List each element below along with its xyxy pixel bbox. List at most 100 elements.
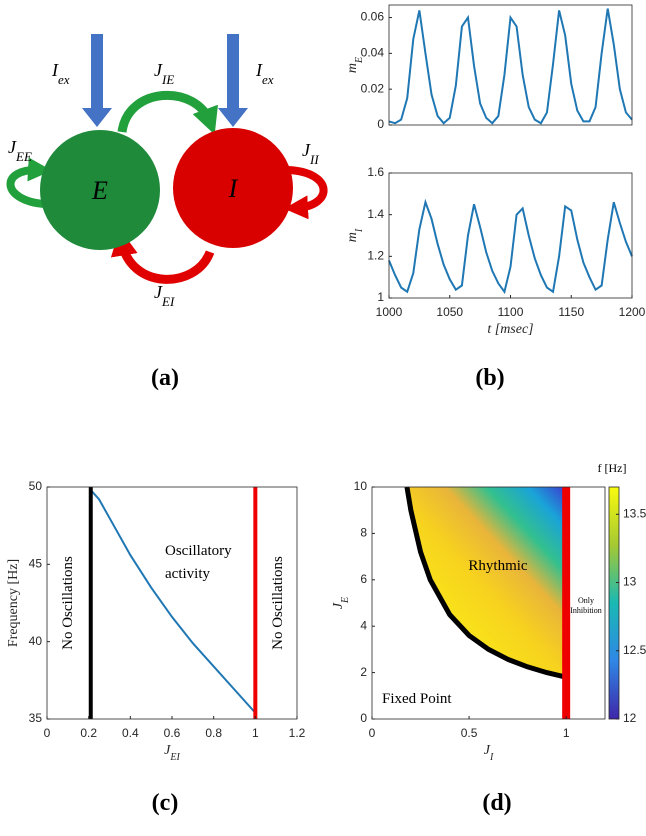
bifurcation-curve [404, 486, 567, 680]
y-axis-label-sub: I [354, 228, 365, 233]
x-tick-label: 0 [44, 726, 51, 740]
annotation: Only [578, 596, 594, 605]
y-axis-label-sub: E [354, 57, 365, 64]
edge-label: JEE [8, 137, 32, 164]
y-tick-label: 1.4 [367, 207, 384, 221]
x-tick-label: 0.6 [164, 726, 181, 740]
plot-area [389, 173, 632, 298]
x-tick-label: 0.2 [80, 726, 97, 740]
input-label-sub: ex [58, 72, 70, 87]
annotation: Inhibition [570, 606, 602, 615]
x-axis-label-sub: EI [169, 752, 180, 763]
rhythmic-region [406, 487, 567, 678]
y-axis-label-base: m [345, 63, 360, 73]
y-tick-label: 40 [29, 634, 43, 648]
x-axis-label: t [msec] [487, 322, 533, 337]
x-axis-label-sub: I [489, 752, 494, 763]
edge-arrow [117, 90, 218, 135]
input-arrow [82, 34, 112, 127]
annotation: activity [165, 566, 210, 582]
y-axis-label-sub: E [340, 597, 351, 604]
edge-label-base: J [154, 60, 163, 80]
y-tick-label: 0.02 [361, 81, 385, 95]
colorbar-tick-label: 13.5 [623, 506, 646, 520]
x-axis-label: JEI [164, 743, 180, 763]
edge-label: JEI [154, 282, 175, 309]
diagram-arrows [6, 34, 328, 284]
x-tick-label: 1200 [619, 305, 646, 319]
x-tick-label: 1.2 [289, 726, 306, 740]
input-label-base: I [255, 60, 263, 80]
y-tick-label: 0 [360, 711, 367, 725]
x-axis-label-base: J [484, 743, 491, 758]
x-tick-label: 1 [252, 726, 259, 740]
node-label: I [228, 174, 239, 203]
y-tick-label: 4 [360, 618, 367, 632]
x-tick-label: 1150 [558, 305, 584, 319]
edge-label: JIE [154, 60, 174, 87]
edge-label-sub: II [309, 152, 319, 167]
colorbar-tick-label: 12.5 [623, 643, 646, 657]
y-tick-label: 45 [29, 557, 43, 571]
y-tick-label: 35 [29, 711, 43, 725]
x-tick-label: 0.4 [122, 726, 139, 740]
y-axis-label: mE [345, 57, 365, 73]
data-line [388, 198, 633, 295]
x-axis-label-base: J [164, 743, 171, 758]
axes-frame [388, 4, 633, 126]
edge-arrow [284, 166, 328, 220]
y-tick-label: 1.6 [367, 165, 384, 179]
edge-label-sub: EI [161, 294, 175, 309]
y-tick-label: 0.04 [361, 46, 385, 60]
input-arrow [218, 34, 248, 127]
x-axis-label: JI [484, 743, 494, 763]
colorbar-tick-label: 13 [623, 575, 637, 589]
y-tick-label: 0 [377, 117, 384, 131]
node-label: E [91, 176, 108, 205]
panel-label: (c) [152, 790, 179, 816]
y-tick-label: 0.06 [361, 10, 385, 24]
edge-label-base: J [154, 282, 163, 302]
edge-label-sub: IE [161, 72, 174, 87]
x-tick-label: 0.5 [461, 726, 478, 740]
edge-arrow [110, 228, 215, 284]
data-line [90, 489, 257, 714]
node [40, 130, 160, 250]
annotation: No Oscillations [60, 556, 76, 650]
annotation: Rhythmic [468, 558, 528, 574]
y-axis-label: Frequency [Hz] [6, 559, 21, 647]
panel-label: (a) [151, 365, 179, 391]
input-label-sub: ex [262, 72, 274, 87]
edge-label-sub: EE [15, 149, 32, 164]
colorbar-tick-label: 12 [623, 711, 637, 725]
y-tick-label: 1.2 [367, 249, 384, 263]
y-tick-label: 6 [360, 572, 367, 586]
edge-arrow [6, 157, 52, 208]
plot-area [47, 487, 297, 719]
panel-label: (b) [475, 365, 504, 391]
colorbar-label: f [Hz] [598, 461, 627, 475]
input-label: Iex [51, 60, 70, 87]
input-label-base: I [51, 60, 59, 80]
y-axis-label-base: m [345, 232, 360, 242]
edge-label-base: J [8, 137, 17, 157]
x-tick-label: 1 [563, 726, 570, 740]
data-line [388, 8, 633, 125]
colorbar [608, 486, 620, 720]
y-axis-label: mI [345, 228, 365, 242]
x-tick-label: 1000 [376, 305, 403, 319]
edge-label-base: J [302, 140, 311, 160]
panel-label: (d) [482, 790, 511, 816]
x-tick-label: 0.8 [205, 726, 222, 740]
x-tick-label: 0 [369, 726, 376, 740]
y-tick-label: 8 [360, 526, 367, 540]
y-axis-label-base: J [331, 602, 346, 609]
annotation: No Oscillations [270, 556, 286, 650]
y-tick-label: 50 [29, 479, 43, 493]
node [173, 128, 293, 248]
y-axis-label: JE [331, 597, 351, 609]
axes-frame [371, 486, 606, 720]
y-tick-label: 10 [354, 479, 368, 493]
input-label: Iex [255, 60, 274, 87]
